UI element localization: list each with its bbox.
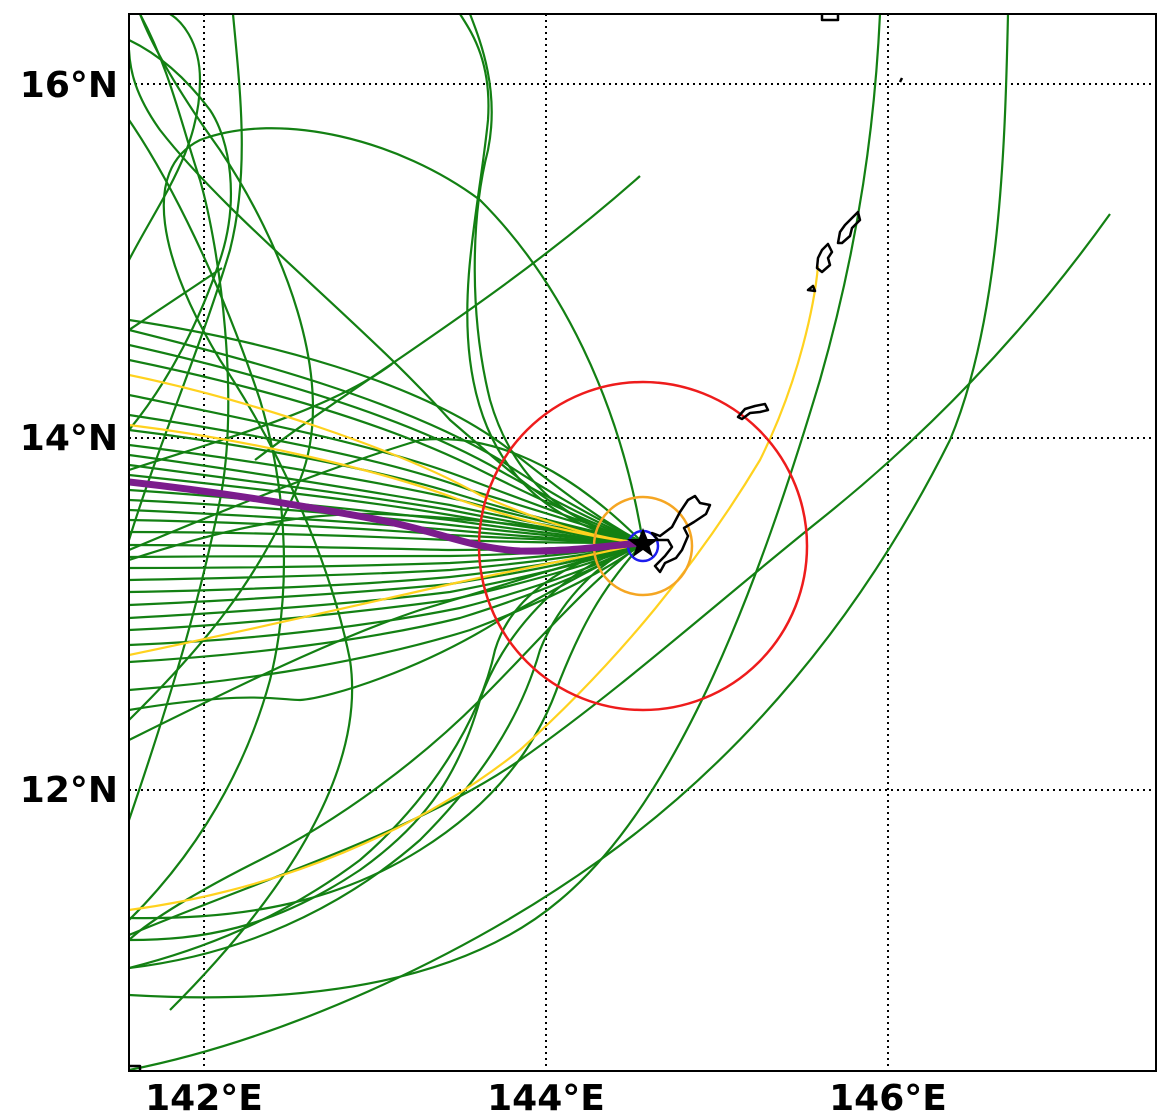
highlight-track	[129, 541, 644, 657]
ensemble-track	[129, 14, 230, 821]
ensemble-track	[129, 49, 644, 545]
lat-label-16: 16°N	[20, 65, 118, 106]
small-island-corner-coastline	[129, 1064, 142, 1071]
ensemble-track	[129, 14, 1010, 1071]
coastlines	[129, 14, 904, 1071]
ensemble-track	[468, 14, 644, 545]
ensemble-track	[129, 267, 223, 331]
highlight-track	[129, 423, 644, 545]
ensemble-track	[129, 541, 644, 970]
ensemble-track	[129, 358, 644, 545]
mean-track	[129, 478, 647, 555]
plot-frame	[128, 13, 1157, 1072]
saipan-coastline	[836, 210, 862, 245]
ensemble-track	[129, 413, 644, 545]
ensemble-track	[129, 541, 644, 970]
ensemble-track	[129, 119, 286, 921]
ensemble-track	[129, 363, 393, 472]
highlight-tracks	[129, 265, 820, 912]
ensemble-track	[129, 14, 314, 721]
ensemble-track	[129, 541, 644, 942]
ensemble-track	[129, 542, 644, 712]
ensemble-track	[162, 127, 645, 1011]
small-island-top-coastline	[820, 14, 840, 22]
ensemble-track	[129, 437, 644, 552]
star-marker-icon	[627, 528, 659, 557]
aguijan-coastline	[806, 284, 817, 293]
ensemble-track	[129, 213, 1111, 937]
lon-label-146: 146°E	[829, 1078, 947, 1116]
ensemble-track	[459, 14, 644, 545]
ensemble-track	[129, 14, 243, 541]
ensemble-track	[129, 542, 644, 647]
lon-label-144: 144°E	[487, 1078, 605, 1116]
lat-label-12: 12°N	[20, 770, 118, 811]
ensemble-track	[129, 428, 644, 545]
ensemble-track	[129, 14, 202, 261]
ensemble-track	[129, 542, 644, 941]
ensemble-track	[129, 318, 644, 544]
farallon-coastline	[898, 77, 904, 83]
ensemble-track	[254, 175, 641, 461]
tinian-coastline	[815, 242, 834, 274]
lon-label-142: 142°E	[145, 1078, 263, 1116]
ensemble-track	[129, 39, 233, 431]
lat-label-14: 14°N	[20, 418, 118, 459]
highlight-track	[129, 265, 820, 912]
guam-coastline	[650, 494, 712, 574]
ensemble-track	[129, 542, 644, 920]
rota-coastline	[736, 402, 770, 421]
